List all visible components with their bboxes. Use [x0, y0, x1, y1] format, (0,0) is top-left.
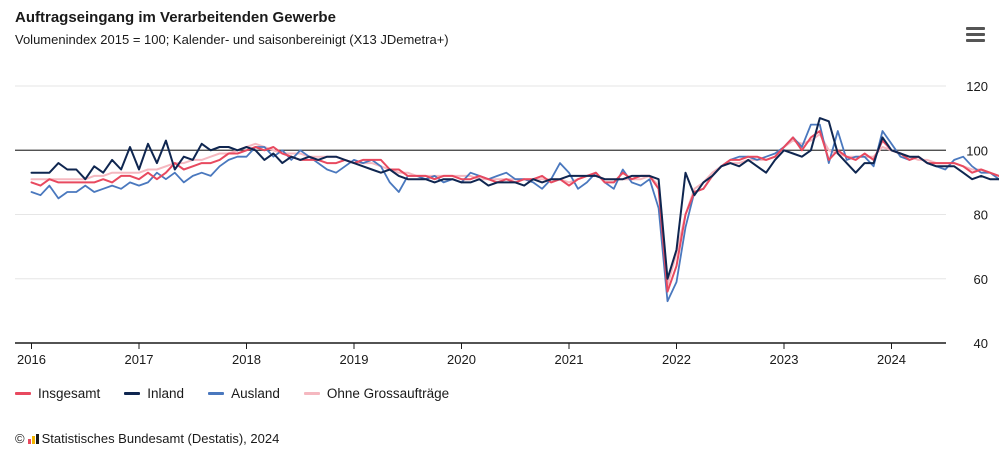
- legend-label-inland: Inland: [147, 386, 185, 401]
- legend-label-insgesamt: Insgesamt: [38, 386, 101, 401]
- x-tick-label-2024: 2024: [877, 352, 906, 367]
- destatis-logo-icon: [27, 433, 39, 444]
- legend-label-ausland: Ausland: [231, 386, 280, 401]
- x-tick-label-2021: 2021: [555, 352, 584, 367]
- source-text: Statistisches Bundesamt (Destatis), 2024: [41, 431, 280, 446]
- chart-subtitle: Volumenindex 2015 = 100; Kalender- und s…: [15, 32, 449, 47]
- hamburger-menu-icon[interactable]: [966, 27, 985, 42]
- x-tick-label-2022: 2022: [662, 352, 691, 367]
- series-line-ausland: [30, 123, 999, 303]
- y-tick-label-60: 60: [974, 272, 988, 287]
- legend-item-inland[interactable]: Inland: [124, 386, 184, 401]
- legend-swatch-insgesamt: [15, 392, 31, 395]
- copyright-symbol: ©: [15, 431, 25, 446]
- legend: Insgesamt Inland Ausland Ohne Grossauftr…: [15, 386, 473, 401]
- series-line-insgesamt: [30, 130, 999, 293]
- series-line-inland: [30, 117, 999, 280]
- legend-label-ohne-grossauftraege: Ohne Grossaufträge: [326, 386, 450, 401]
- y-tick-label-80: 80: [974, 208, 988, 223]
- y-tick-label-40: 40: [974, 336, 988, 351]
- legend-item-ohne-grossauftraege[interactable]: Ohne Grossaufträge: [303, 386, 450, 401]
- y-tick-label-100: 100: [966, 143, 988, 158]
- x-tick-label-2023: 2023: [770, 352, 799, 367]
- x-tick-label-2018: 2018: [232, 352, 261, 367]
- x-tick-label-2020: 2020: [447, 352, 476, 367]
- legend-item-insgesamt[interactable]: Insgesamt: [15, 386, 100, 401]
- x-tick-label-2016: 2016: [17, 352, 46, 367]
- legend-item-ausland[interactable]: Ausland: [208, 386, 280, 401]
- legend-swatch-inland: [124, 392, 141, 395]
- legend-swatch-ohne-grossauftraege: [303, 392, 320, 395]
- source-note: © Statistisches Bundesamt (Destatis), 20…: [15, 431, 279, 446]
- legend-swatch-ausland: [208, 392, 225, 395]
- x-tick-label-2017: 2017: [125, 352, 154, 367]
- chart-title: Auftragseingang im Verarbeitenden Gewerb…: [15, 9, 336, 26]
- y-tick-label-120: 120: [966, 79, 988, 94]
- x-tick-label-2019: 2019: [340, 352, 369, 367]
